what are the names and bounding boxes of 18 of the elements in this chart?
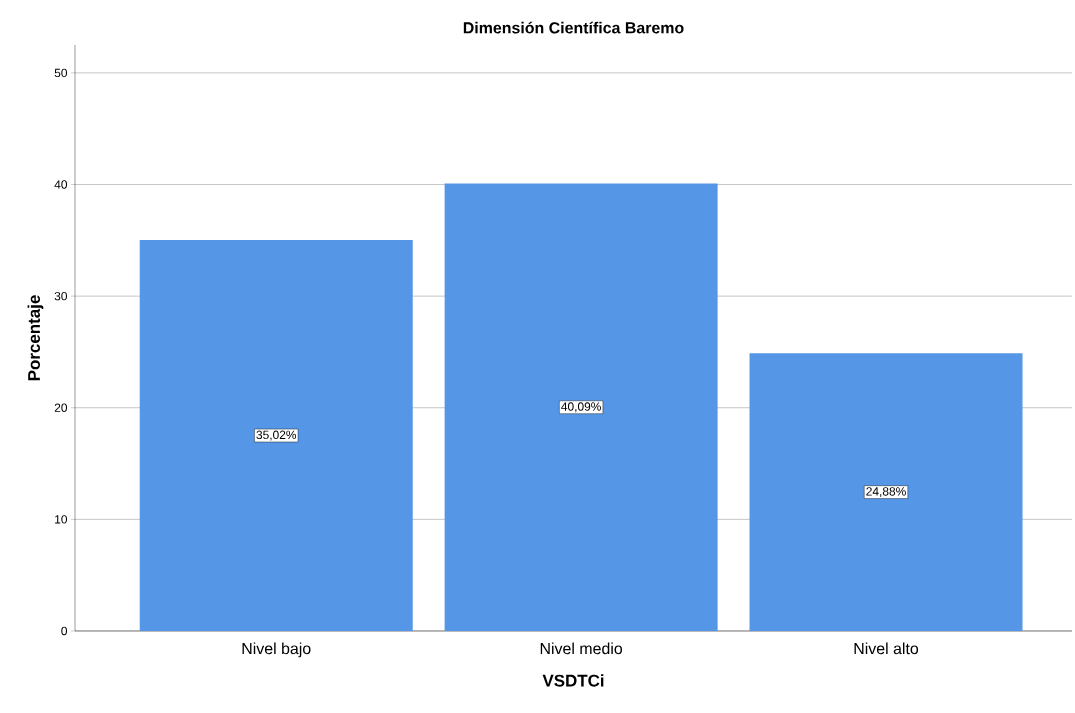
y-axis-title: Porcentaje (27, 295, 44, 381)
data-label: 35,02% (256, 430, 297, 441)
x-tick-label: Nivel medio (540, 642, 623, 655)
y-tick-label: 30 (54, 291, 68, 301)
bar (749, 353, 1023, 631)
x-tick-label: Nivel bajo (242, 642, 311, 658)
y-tick-label: 50 (54, 68, 68, 78)
y-tick-label: 20 (54, 403, 68, 412)
x-axis-title: VSDTCi (542, 674, 604, 687)
data-label: 24,88% (866, 487, 906, 498)
data-label: 40,09% (561, 402, 601, 413)
bar (444, 183, 718, 631)
y-tick-label: 10 (55, 515, 68, 524)
bar (139, 240, 413, 631)
y-tick-label: 40 (54, 180, 68, 189)
x-tick-label: Nivel alto (854, 642, 919, 655)
y-tick-label: 0 (61, 626, 68, 636)
chart-title: Dimensión Científica Baremo (463, 21, 684, 34)
